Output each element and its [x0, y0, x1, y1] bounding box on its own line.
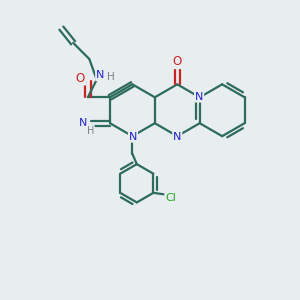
Text: N: N [129, 132, 137, 142]
Text: H: H [86, 126, 94, 136]
Text: N: N [173, 132, 182, 142]
Text: N: N [195, 92, 203, 102]
Text: N: N [79, 118, 88, 128]
Text: O: O [76, 72, 85, 85]
Text: Cl: Cl [166, 193, 176, 203]
Text: O: O [172, 55, 182, 68]
Text: H: H [107, 72, 115, 82]
Text: N: N [96, 70, 104, 80]
